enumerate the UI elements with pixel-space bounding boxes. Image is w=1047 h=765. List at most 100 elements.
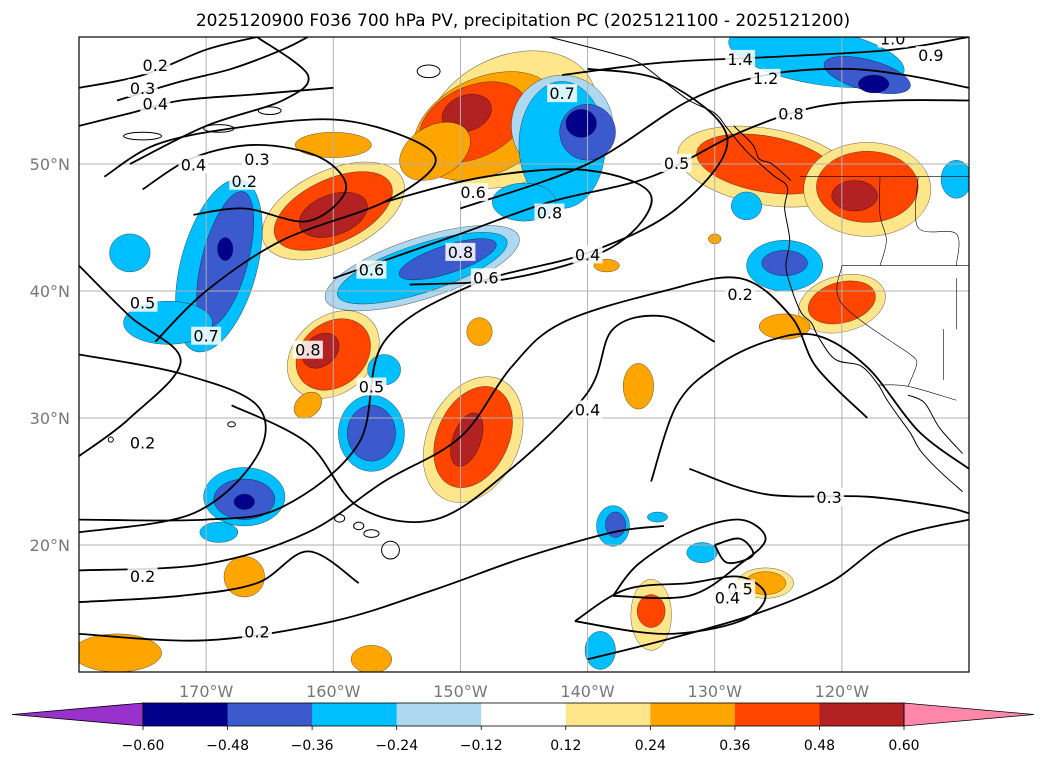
contour-label-bg xyxy=(292,340,323,359)
colorbar-extend-high xyxy=(903,702,1035,727)
contour-label: 0.3 xyxy=(130,79,155,98)
colorbar-segment xyxy=(481,703,567,726)
contour-label-bg xyxy=(547,84,578,103)
contour-label-bg xyxy=(229,171,260,190)
precip-area xyxy=(217,237,234,261)
colorbar-segment xyxy=(650,703,736,726)
island xyxy=(123,131,163,141)
contour-label-bg xyxy=(750,68,781,87)
island xyxy=(353,521,365,531)
contour-label-bg xyxy=(534,203,565,222)
border-line xyxy=(907,354,918,387)
contour-label: 0.7 xyxy=(549,84,574,103)
colorbar-tick-label: 0.12 xyxy=(550,738,581,754)
contour-label: 0.8 xyxy=(537,204,562,223)
longitude-tick-label: 160°W xyxy=(306,682,361,701)
pv-contour xyxy=(103,118,437,343)
contour-label-bg xyxy=(191,326,222,345)
contour-label-bg xyxy=(915,46,946,65)
precip-area xyxy=(831,180,878,212)
precip-area xyxy=(758,313,811,340)
colorbar-tick-label: −0.12 xyxy=(460,738,503,754)
pv-contour xyxy=(612,518,767,600)
longitude-tick-label: 170°W xyxy=(179,682,234,701)
precip-area xyxy=(761,250,808,277)
border-line xyxy=(836,265,911,355)
contour-label: 0.5 xyxy=(130,294,155,313)
pv-contour xyxy=(79,276,868,572)
precip-area xyxy=(730,191,763,221)
precip-area xyxy=(584,631,616,670)
colorbar-tick-label: −0.24 xyxy=(375,738,418,754)
contour-label-bg xyxy=(127,79,158,98)
pv-contour xyxy=(650,332,969,482)
contour-label: 0.3 xyxy=(816,488,841,507)
contour-label: 1.0 xyxy=(880,30,905,49)
contour-label-bg xyxy=(356,260,387,279)
pv-contour xyxy=(383,168,653,286)
precip-area xyxy=(622,363,654,410)
pv-contour xyxy=(79,550,360,603)
precip-area xyxy=(199,521,239,543)
precip-area xyxy=(79,633,162,672)
contour-label-bg xyxy=(127,566,158,585)
pv-contour xyxy=(79,37,258,89)
pv-contour xyxy=(142,143,348,223)
contour-label: 0.2 xyxy=(143,56,168,75)
contour-label-bg xyxy=(458,183,489,202)
contour-label: 0.7 xyxy=(193,327,218,346)
precip-area xyxy=(450,412,484,467)
contour-label: 0.2 xyxy=(130,567,155,586)
contour-label: 0.2 xyxy=(727,285,752,304)
contour-label-bg xyxy=(242,622,272,641)
border-line xyxy=(915,176,960,266)
longitude-tick-label: 120°W xyxy=(815,682,870,701)
latitude-tick-label: 30°N xyxy=(30,409,70,428)
precip-area xyxy=(350,645,393,672)
map-title: 2025120900 F036 700 hPa PV, precipitatio… xyxy=(196,11,850,31)
longitude-ticks: 170°W 160°W 150°W 140°W 130°W 120°W xyxy=(179,682,869,701)
colorbar-tick-label: 0.48 xyxy=(804,738,835,754)
contour-label-bg xyxy=(572,245,603,264)
contour-label: 0.5 xyxy=(664,154,689,173)
contour-label: 1.2 xyxy=(753,69,778,88)
contour-label: 0.3 xyxy=(244,150,269,169)
contour-label: 0.8 xyxy=(295,341,320,360)
contour-label: 0.6 xyxy=(473,268,498,287)
island xyxy=(227,421,236,428)
contour-label: 0.2 xyxy=(232,172,257,191)
contour-label-bg xyxy=(470,268,501,287)
island xyxy=(416,64,441,79)
latitude-tick-label: 50°N xyxy=(30,155,70,174)
contour-label: 0.6 xyxy=(460,183,485,202)
precip-area xyxy=(565,109,597,138)
contour-label: 0.5 xyxy=(359,378,384,397)
contour-label-bg xyxy=(877,37,908,48)
precip-area xyxy=(636,594,666,628)
pv-contour xyxy=(561,37,969,76)
pv-contour xyxy=(79,86,334,127)
contour-label: 0.4 xyxy=(715,588,740,607)
contour-label-bg xyxy=(178,155,209,174)
graticule xyxy=(79,37,969,672)
latitude-ticks: 50°N 40°N 30°N 20°N xyxy=(30,155,70,555)
colorbar-segment xyxy=(143,703,229,726)
contour-label: 0.8 xyxy=(778,104,803,123)
contour-label: 1.4 xyxy=(727,50,752,69)
contour-label: 0.9 xyxy=(918,46,943,65)
latitude-tick-label: 40°N xyxy=(30,282,70,301)
pv-contour xyxy=(231,314,716,523)
contour-label-bg xyxy=(242,150,272,169)
contour-label-bg xyxy=(712,588,743,607)
contour-label-bg xyxy=(356,377,387,396)
island xyxy=(334,514,346,523)
pv-contour xyxy=(574,575,767,635)
precip-area xyxy=(347,405,396,462)
border-line xyxy=(879,176,887,266)
pv-contour xyxy=(129,37,310,165)
contour-label-bg xyxy=(127,433,158,452)
longitude-tick-label: 130°W xyxy=(688,682,743,701)
contour-label-bg xyxy=(725,284,756,303)
colorbar-outline xyxy=(142,702,905,727)
